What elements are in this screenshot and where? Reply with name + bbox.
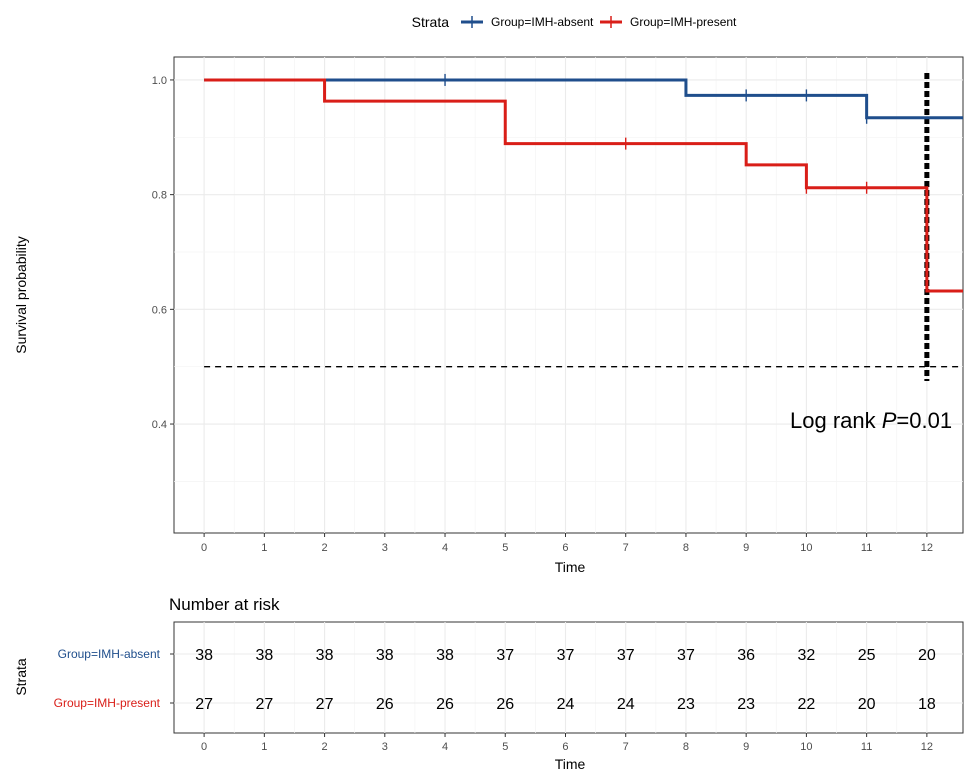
x-tick-label: 7 bbox=[623, 542, 629, 554]
legend: Strata Group=IMH-absent Group=IMH-presen… bbox=[412, 14, 737, 30]
log-rank-annotation: Log rank P=0.01 bbox=[790, 408, 952, 433]
risk-count: 22 bbox=[798, 696, 816, 713]
y-tick-label: 0.4 bbox=[152, 419, 167, 431]
risk-count: 37 bbox=[617, 647, 635, 664]
risk-count: 32 bbox=[798, 647, 816, 664]
risk-x-tick-label: 12 bbox=[921, 741, 933, 753]
risk-x-tick-label: 7 bbox=[623, 741, 629, 753]
risk-x-axis-ticks: 0 1 2 3 4 5 6 7 8 9 10 11 12 bbox=[201, 733, 933, 753]
legend-label-imh-present: Group=IMH-present bbox=[630, 15, 737, 29]
risk-count: 26 bbox=[496, 696, 514, 713]
risk-x-tick-label: 8 bbox=[683, 741, 689, 753]
risk-count: 38 bbox=[316, 647, 334, 664]
risk-table-gridlines bbox=[174, 622, 963, 733]
y-axis-ticks: 0.4 0.6 0.8 1.0 bbox=[152, 75, 174, 431]
risk-count: 27 bbox=[316, 696, 334, 713]
risk-count: 27 bbox=[195, 696, 213, 713]
risk-count: 24 bbox=[617, 696, 635, 713]
risk-table-rows: Group=IMH-absent 38 38 38 38 38 37 37 37 37 36 32 25… bbox=[54, 647, 936, 713]
x-tick-label: 11 bbox=[861, 542, 872, 554]
y-tick-label: 0.8 bbox=[152, 190, 167, 202]
x-tick-label: 5 bbox=[502, 542, 508, 554]
x-tick-label: 9 bbox=[743, 542, 749, 554]
risk-x-tick-label: 9 bbox=[743, 741, 749, 753]
risk-row-label: Group=IMH-present bbox=[54, 696, 161, 710]
risk-count: 38 bbox=[195, 647, 213, 664]
risk-x-tick-label: 3 bbox=[382, 741, 388, 753]
plot-panel bbox=[173, 56, 964, 534]
risk-x-tick-label: 1 bbox=[261, 741, 267, 753]
legend-key-imh-absent bbox=[461, 16, 483, 28]
risk-count: 38 bbox=[436, 647, 454, 664]
risk-count: 23 bbox=[737, 696, 755, 713]
y-tick-label: 1.0 bbox=[152, 75, 167, 87]
risk-x-tick-label: 6 bbox=[562, 741, 568, 753]
risk-count: 26 bbox=[376, 696, 394, 713]
x-tick-label: 4 bbox=[442, 542, 448, 554]
survival-curve-imh-present bbox=[204, 78, 963, 293]
risk-count: 20 bbox=[918, 647, 936, 664]
y-tick-label: 0.6 bbox=[152, 304, 167, 316]
x-tick-label: 6 bbox=[562, 542, 568, 554]
x-axis-title: Time bbox=[555, 559, 586, 575]
risk-count: 27 bbox=[255, 696, 273, 713]
risk-count: 24 bbox=[557, 696, 575, 713]
x-tick-label: 3 bbox=[382, 542, 388, 554]
risk-x-tick-label: 10 bbox=[800, 741, 812, 753]
risk-count: 37 bbox=[677, 647, 695, 664]
x-tick-label: 8 bbox=[683, 542, 689, 554]
risk-table-panel bbox=[173, 621, 964, 734]
risk-x-tick-label: 11 bbox=[861, 741, 872, 753]
risk-count: 18 bbox=[918, 696, 936, 713]
risk-count: 38 bbox=[255, 647, 273, 664]
x-tick-label: 1 bbox=[261, 542, 267, 554]
risk-x-tick-label: 5 bbox=[502, 741, 508, 753]
risk-count: 36 bbox=[737, 647, 755, 664]
x-tick-label: 10 bbox=[800, 542, 812, 554]
risk-count: 20 bbox=[858, 696, 876, 713]
risk-y-axis-title: Strata bbox=[13, 658, 29, 696]
x-tick-label: 0 bbox=[201, 542, 207, 554]
survival-curves bbox=[204, 73, 963, 293]
risk-row-label: Group=IMH-absent bbox=[58, 647, 161, 661]
risk-count: 23 bbox=[677, 696, 695, 713]
survival-plot: 0 1 2 3 4 5 6 7 8 9 10 11 12 0.40.60.81.0 Time Survi… bbox=[13, 56, 964, 575]
legend-key-imh-present bbox=[600, 16, 622, 28]
risk-count: 38 bbox=[376, 647, 394, 664]
risk-x-axis-title: Time bbox=[555, 756, 586, 772]
risk-x-tick-label: 2 bbox=[322, 741, 328, 753]
legend-label-imh-absent: Group=IMH-absent bbox=[491, 15, 594, 29]
y-axis-title: Survival probability bbox=[13, 236, 29, 354]
risk-x-tick-label: 0 bbox=[201, 741, 207, 753]
risk-count: 26 bbox=[436, 696, 454, 713]
survival-curve-imh-absent bbox=[204, 78, 963, 120]
risk-table-title: Number at risk bbox=[169, 595, 280, 614]
risk-x-tick-label: 4 bbox=[442, 741, 448, 753]
x-tick-label: 12 bbox=[921, 542, 933, 554]
risk-count: 37 bbox=[496, 647, 514, 664]
risk-count: 25 bbox=[858, 647, 876, 664]
legend-title: Strata bbox=[412, 14, 450, 30]
x-axis-ticks: 0 1 2 3 4 5 6 7 8 9 10 11 12 bbox=[201, 533, 933, 554]
risk-count: 37 bbox=[557, 647, 575, 664]
x-tick-label: 2 bbox=[322, 542, 328, 554]
risk-table: Number at risk Group=IMH-absent 38 38 38 38 3… bbox=[13, 595, 964, 772]
